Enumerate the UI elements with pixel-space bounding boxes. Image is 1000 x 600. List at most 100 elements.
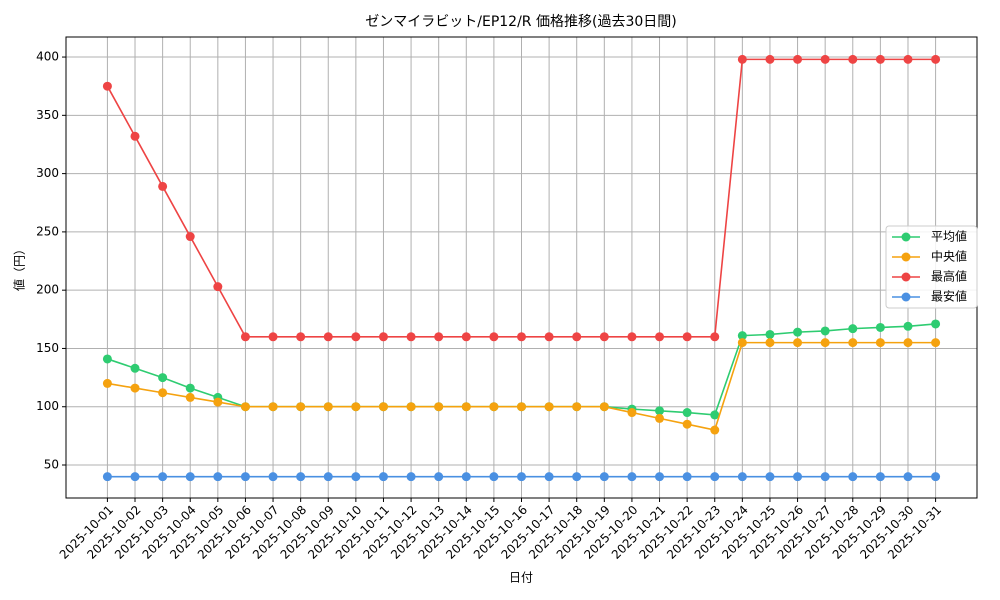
data-point	[158, 472, 168, 482]
data-point	[544, 402, 554, 412]
data-point	[710, 472, 720, 482]
data-point	[378, 402, 388, 412]
data-point	[323, 402, 333, 412]
data-point	[820, 326, 830, 336]
data-point	[268, 472, 278, 482]
data-point	[765, 338, 775, 348]
data-point	[213, 397, 223, 407]
data-point	[793, 472, 803, 482]
data-point	[599, 332, 609, 342]
data-point	[461, 402, 471, 412]
data-point	[903, 472, 913, 482]
data-point	[544, 472, 554, 482]
legend-label: 中央値	[931, 249, 967, 264]
data-point	[820, 338, 830, 348]
data-point	[185, 472, 195, 482]
data-point	[599, 402, 609, 412]
data-point	[875, 322, 885, 332]
data-point	[130, 131, 140, 141]
data-point	[406, 402, 416, 412]
y-tick-label: 50	[44, 458, 59, 472]
data-point	[931, 319, 941, 329]
data-point	[158, 388, 168, 398]
data-point	[903, 321, 913, 331]
data-point	[627, 472, 637, 482]
y-tick-label: 100	[36, 399, 59, 413]
data-point	[213, 282, 223, 292]
data-point	[158, 181, 168, 191]
data-point	[875, 338, 885, 348]
data-point	[655, 406, 665, 416]
chart-title: ゼンマイラビット/EP12/R 価格推移(過去30日間)	[365, 14, 676, 30]
data-point	[461, 332, 471, 342]
data-point	[572, 402, 582, 412]
y-tick-label: 350	[36, 108, 59, 122]
data-point	[682, 472, 692, 482]
data-point	[351, 472, 361, 482]
data-point	[710, 332, 720, 342]
data-point	[130, 363, 140, 373]
legend-marker	[901, 252, 911, 262]
data-point	[268, 402, 278, 412]
data-point	[848, 324, 858, 334]
data-point	[572, 332, 582, 342]
y-tick-label: 200	[36, 283, 59, 297]
data-point	[765, 329, 775, 339]
data-point	[517, 402, 526, 412]
data-point	[572, 472, 582, 482]
data-point	[461, 472, 471, 482]
data-point	[102, 472, 112, 482]
y-axis-label: 値（円）	[12, 243, 27, 291]
data-point	[737, 54, 747, 64]
data-point	[102, 378, 112, 388]
data-point	[820, 472, 830, 482]
data-point	[710, 425, 720, 435]
data-point	[765, 472, 775, 482]
data-point	[682, 332, 692, 342]
data-point	[655, 413, 665, 423]
data-point	[240, 472, 250, 482]
data-point	[351, 332, 361, 342]
data-point	[931, 472, 941, 482]
data-point	[793, 338, 803, 348]
data-point	[102, 81, 112, 91]
y-tick-label: 300	[36, 166, 59, 180]
data-point	[130, 472, 140, 482]
data-point	[434, 472, 444, 482]
data-point	[931, 54, 941, 64]
data-point	[655, 332, 665, 342]
data-point	[627, 332, 637, 342]
data-point	[378, 332, 388, 342]
legend-box	[885, 225, 978, 309]
data-point	[434, 332, 444, 342]
data-point	[378, 472, 388, 482]
legend-marker	[901, 292, 911, 302]
data-point	[903, 338, 913, 348]
data-point	[848, 338, 858, 348]
data-point	[793, 54, 803, 64]
data-point	[903, 54, 913, 64]
data-point	[627, 408, 637, 418]
data-point	[240, 332, 250, 342]
data-point	[931, 338, 941, 348]
data-point	[737, 331, 747, 341]
data-point	[489, 472, 499, 482]
data-point	[434, 402, 444, 412]
data-point	[737, 472, 747, 482]
data-point	[710, 410, 720, 420]
data-point	[185, 383, 195, 393]
y-tick-label: 150	[36, 341, 59, 355]
legend-label: 最安値	[931, 289, 967, 304]
data-point	[765, 54, 775, 64]
legend-marker	[901, 232, 911, 242]
data-point	[406, 472, 416, 482]
legend-marker	[901, 272, 911, 282]
data-point	[517, 472, 526, 482]
data-point	[158, 373, 168, 383]
data-point	[406, 332, 416, 342]
data-point	[102, 354, 112, 364]
data-point	[351, 402, 361, 412]
